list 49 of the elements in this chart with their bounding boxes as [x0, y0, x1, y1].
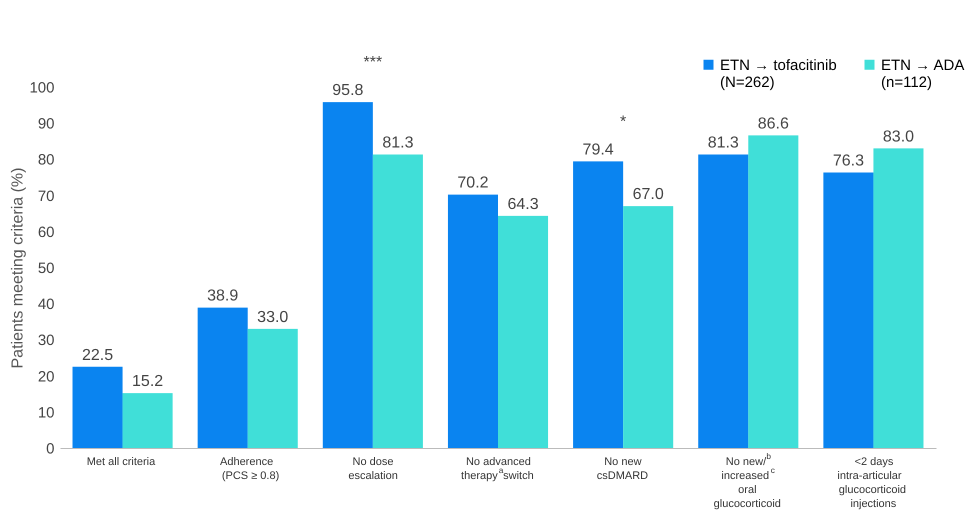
bar	[623, 206, 674, 448]
y-tick-label: 40	[38, 296, 54, 314]
data-label: 38.9	[207, 288, 238, 305]
y-axis-title: Patients meeting criteria (%)	[9, 168, 26, 368]
bar	[573, 161, 624, 448]
x-tick-label: Adherence (PCS ≥ 0.8)	[220, 456, 280, 482]
y-tick-label: 0	[46, 440, 54, 458]
data-label: 76.3	[832, 152, 864, 170]
data-label: 15.2	[132, 373, 164, 390]
y-tick-label: 70	[38, 188, 54, 205]
data-label: 83.0	[882, 128, 914, 146]
x-tick-label: No new csDMARD	[596, 456, 648, 482]
data-label: 86.6	[758, 115, 789, 132]
data-label: 33.0	[257, 308, 288, 326]
bar	[72, 366, 123, 448]
y-tick-label: 50	[38, 260, 54, 277]
bar	[448, 194, 498, 448]
bar	[698, 154, 748, 448]
x-tick-label: Met all criteria	[86, 456, 156, 468]
data-label: 22.5	[82, 346, 114, 364]
bar	[198, 308, 248, 448]
bar	[372, 154, 423, 448]
bar	[748, 135, 798, 448]
data-label: 64.3	[507, 196, 539, 213]
y-tick-label: 20	[38, 368, 54, 386]
bar	[322, 102, 373, 448]
data-label: 95.8	[332, 82, 364, 100]
y-tick-label: 10	[38, 404, 54, 422]
data-label: 81.3	[708, 134, 739, 152]
bar	[823, 172, 874, 448]
data-label: 67.0	[632, 186, 664, 204]
annotation: *	[620, 113, 626, 130]
x-tick-label: <2 days intra-articular glucocorticoid injections	[837, 456, 906, 510]
data-label: 79.4	[582, 141, 614, 158]
annotation: ***	[364, 54, 382, 72]
data-label: 70.2	[457, 174, 489, 192]
data-label: 81.3	[382, 134, 414, 152]
legend-label: ETN → ADA (n=112)	[881, 56, 964, 91]
legend-label: ETN → tofacitinib (N=262)	[720, 56, 837, 91]
bar	[498, 216, 548, 448]
y-tick-label: 90	[38, 116, 54, 133]
y-tick-label: 100	[29, 80, 54, 96]
y-tick-label: 30	[38, 332, 54, 350]
y-tick-label: 80	[38, 152, 54, 169]
bar	[873, 148, 924, 448]
y-tick-label: 60	[38, 224, 54, 241]
x-tick-label: No dose escalation	[348, 456, 398, 482]
bar	[248, 328, 298, 448]
bar	[122, 393, 173, 448]
